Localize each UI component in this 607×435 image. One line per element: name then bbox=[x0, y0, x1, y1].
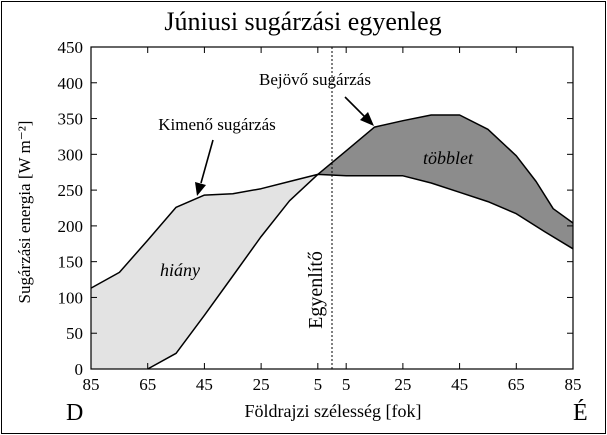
chart-title: Júniusi sugárzási egyenleg bbox=[164, 7, 441, 36]
north-label: É bbox=[573, 400, 588, 426]
x-axis-label: Földrajzi szélesség [fok] bbox=[245, 401, 422, 421]
x-tick-label: 65 bbox=[508, 375, 525, 394]
x-tick-label: 5 bbox=[342, 375, 351, 394]
incoming-arrow bbox=[344, 96, 374, 126]
deficit-label: hiány bbox=[160, 260, 200, 280]
outgoing-arrow bbox=[195, 139, 214, 196]
south-label: D bbox=[66, 400, 83, 426]
x-tick-label: 25 bbox=[253, 375, 270, 394]
y-tick-label: 200 bbox=[58, 217, 84, 236]
incoming-series-label: Bejövő sugárzás bbox=[259, 70, 371, 89]
y-tick-label: 300 bbox=[58, 145, 84, 164]
y-tick-label: 50 bbox=[66, 324, 83, 343]
y-tick-label: 0 bbox=[75, 360, 84, 379]
y-tick-label: 150 bbox=[58, 253, 84, 272]
y-axis-label: Sugárzási energia [W m⁻²] bbox=[15, 121, 34, 304]
y-tick-label: 350 bbox=[58, 110, 84, 129]
x-tick-label: 5 bbox=[314, 375, 323, 394]
y-tick-label: 400 bbox=[58, 74, 84, 93]
x-tick-label: 65 bbox=[139, 375, 156, 394]
incoming-radiation-line bbox=[147, 114, 574, 370]
x-tick-label: 25 bbox=[394, 375, 411, 394]
y-tick-label: 250 bbox=[58, 181, 84, 200]
y-tick-label: 100 bbox=[58, 288, 84, 307]
x-tick-label: 85 bbox=[565, 375, 582, 394]
y-tick-label: 450 bbox=[58, 38, 84, 57]
outgoing-series-label: Kimenő sugárzás bbox=[158, 115, 276, 134]
surplus-label: többlet bbox=[423, 148, 474, 168]
x-tick-label: 45 bbox=[196, 375, 213, 394]
x-tick-label: 85 bbox=[83, 375, 100, 394]
deficit-area bbox=[91, 174, 317, 369]
x-tick-label: 45 bbox=[451, 375, 468, 394]
surplus-area bbox=[317, 115, 573, 249]
equator-label: Egyenlítő bbox=[305, 251, 327, 329]
